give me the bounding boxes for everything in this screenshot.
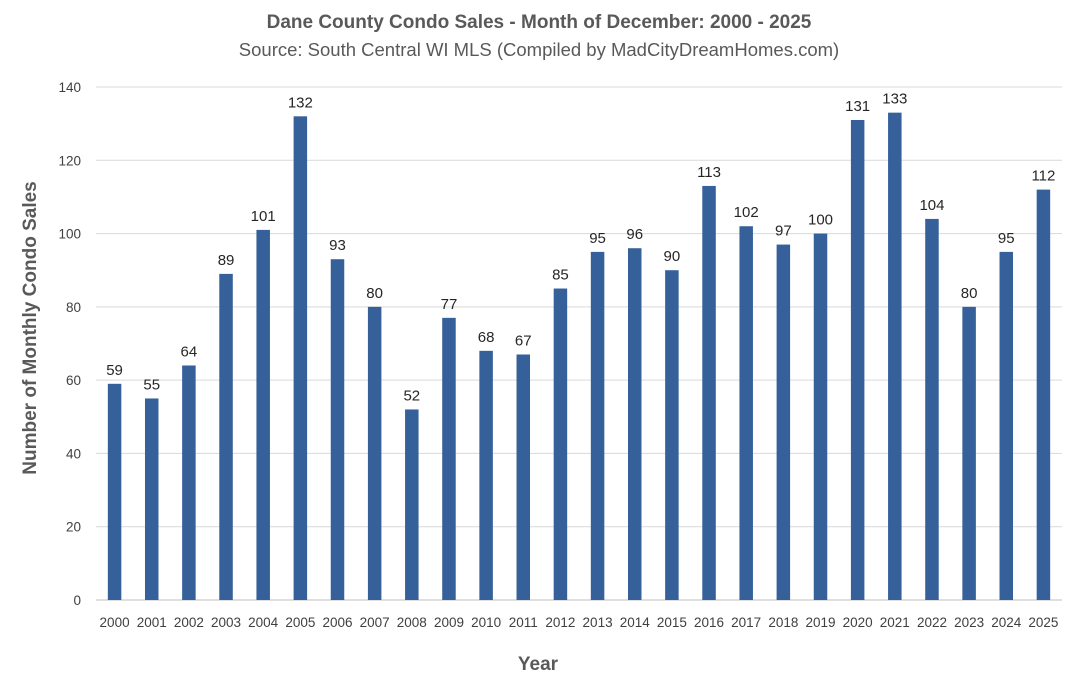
bar — [999, 251, 1014, 600]
data-label: 90 — [664, 248, 681, 265]
x-tick-label: 2004 — [248, 615, 279, 630]
y-tick-label: 20 — [66, 520, 81, 535]
data-label: 68 — [478, 329, 495, 346]
bar — [1036, 189, 1051, 600]
x-tick-label: 2025 — [1028, 615, 1058, 630]
bar — [367, 306, 382, 600]
x-tick-label: 2010 — [471, 615, 501, 630]
bar — [739, 226, 753, 600]
data-label: 112 — [1031, 168, 1055, 185]
x-tick-label: 2015 — [657, 615, 687, 630]
bar — [665, 270, 679, 600]
x-tick-label: 2003 — [211, 615, 241, 630]
bar — [553, 288, 568, 600]
x-tick-label: 2018 — [768, 615, 798, 630]
bar — [850, 119, 865, 600]
data-label: 80 — [366, 285, 383, 302]
y-tick-label: 40 — [66, 446, 81, 461]
data-label: 80 — [961, 285, 978, 302]
x-tick-label: 2024 — [991, 615, 1022, 630]
bar — [627, 248, 642, 600]
x-tick-label: 2008 — [397, 615, 427, 630]
y-axis-ticks: 0 20 40 60 80 100 120 140 — [58, 80, 81, 608]
bar — [219, 273, 233, 600]
bars — [107, 112, 1051, 601]
x-tick-label: 2001 — [137, 615, 167, 630]
data-label: 55 — [143, 376, 160, 393]
data-label: 101 — [251, 208, 276, 225]
y-tick-label: 60 — [66, 373, 81, 388]
bar — [776, 244, 791, 601]
data-label: 52 — [403, 387, 420, 404]
gridlines — [96, 86, 1062, 601]
data-label: 100 — [808, 212, 833, 229]
y-tick-label: 120 — [58, 153, 81, 168]
data-label: 113 — [697, 164, 721, 181]
data-label: 64 — [181, 343, 198, 360]
data-label: 93 — [329, 237, 346, 254]
y-axis-title: Number of Monthly Condo Sales — [20, 181, 41, 474]
chart-subtitle: Source: South Central WI MLS (Compiled b… — [239, 39, 839, 60]
bar — [479, 350, 493, 600]
x-tick-label: 2002 — [174, 615, 204, 630]
bar — [925, 218, 939, 600]
bar — [405, 409, 419, 600]
bar — [962, 306, 976, 600]
x-tick-label: 2019 — [805, 615, 835, 630]
bar — [256, 229, 270, 600]
y-tick-label: 80 — [66, 300, 81, 315]
data-label: 97 — [775, 223, 792, 240]
x-tick-label: 2020 — [843, 615, 873, 630]
y-tick-label: 0 — [73, 593, 81, 608]
data-label: 104 — [919, 197, 944, 214]
data-label: 95 — [589, 230, 606, 247]
x-tick-label: 2009 — [434, 615, 464, 630]
x-tick-label: 2006 — [322, 615, 352, 630]
x-tick-label: 2007 — [360, 615, 390, 630]
x-axis-ticks: 2000 2001 2002 2003 2004 2005 2006 2007 2008 2009… — [100, 615, 1059, 630]
x-tick-label: 2005 — [285, 615, 315, 630]
data-labels: 59 55 64 89 101 132 93 80 52 77 68 67 85 95 96 90 113 102… — [106, 91, 1055, 405]
data-label: 96 — [626, 226, 643, 243]
data-label: 77 — [441, 296, 458, 313]
data-label: 89 — [218, 252, 235, 269]
data-label: 67 — [515, 332, 532, 349]
bar — [888, 112, 902, 601]
chart-title: Dane County Condo Sales - Month of Decem… — [267, 12, 812, 33]
data-label: 85 — [552, 267, 569, 284]
data-label: 102 — [734, 204, 759, 221]
y-tick-label: 100 — [58, 227, 81, 242]
x-tick-label: 2017 — [731, 615, 761, 630]
bar — [144, 398, 159, 600]
bar — [330, 259, 345, 600]
x-tick-label: 2023 — [954, 615, 984, 630]
data-label: 133 — [882, 91, 907, 108]
x-tick-label: 2021 — [880, 615, 910, 630]
data-label: 132 — [288, 94, 313, 111]
x-tick-label: 2011 — [509, 615, 538, 630]
x-tick-label: 2013 — [583, 615, 613, 630]
bar — [182, 365, 196, 600]
x-tick-label: 2012 — [545, 615, 575, 630]
data-label: 95 — [998, 230, 1015, 247]
data-label: 59 — [106, 362, 123, 379]
data-label: 131 — [845, 98, 870, 115]
x-tick-label: 2000 — [100, 615, 130, 630]
bar — [293, 116, 308, 601]
bar — [702, 185, 716, 600]
x-axis-title: Year — [518, 654, 559, 675]
y-tick-label: 140 — [58, 80, 81, 95]
x-tick-label: 2022 — [917, 615, 947, 630]
x-tick-label: 2014 — [620, 615, 651, 630]
bar — [107, 383, 122, 600]
bar — [813, 233, 828, 601]
bar — [516, 354, 531, 600]
bar — [442, 317, 456, 600]
bar — [590, 251, 605, 600]
x-tick-label: 2016 — [694, 615, 724, 630]
